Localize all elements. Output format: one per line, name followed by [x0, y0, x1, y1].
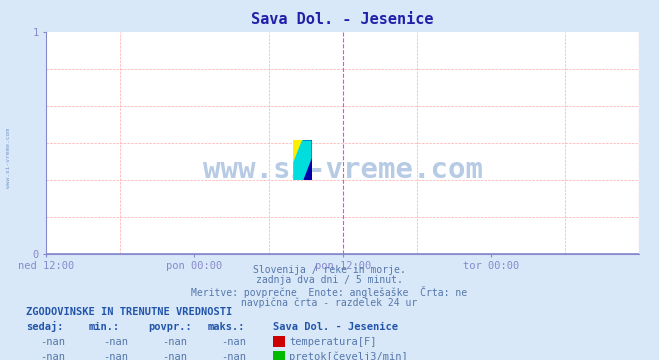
Text: zadnja dva dni / 5 minut.: zadnja dva dni / 5 minut.	[256, 275, 403, 285]
Polygon shape	[293, 140, 312, 180]
Polygon shape	[293, 168, 312, 180]
Text: pretok[čevelj3/min]: pretok[čevelj3/min]	[289, 352, 408, 360]
Text: Sava Dol. - Jesenice: Sava Dol. - Jesenice	[273, 322, 399, 332]
Text: -nan: -nan	[162, 352, 187, 360]
Text: -nan: -nan	[221, 337, 246, 347]
Text: min.:: min.:	[89, 322, 120, 332]
Text: -nan: -nan	[40, 352, 65, 360]
Text: ZGODOVINSKE IN TRENUTNE VREDNOSTI: ZGODOVINSKE IN TRENUTNE VREDNOSTI	[26, 307, 233, 317]
Text: -nan: -nan	[103, 352, 128, 360]
Text: maks.:: maks.:	[208, 322, 245, 332]
Text: -nan: -nan	[221, 352, 246, 360]
Polygon shape	[293, 140, 312, 180]
Text: Slovenija / reke in morje.: Slovenija / reke in morje.	[253, 265, 406, 275]
Text: -nan: -nan	[162, 337, 187, 347]
Text: Meritve: povprečne  Enote: anglešaške  Črta: ne: Meritve: povprečne Enote: anglešaške Črt…	[191, 286, 468, 298]
Text: -nan: -nan	[103, 337, 128, 347]
Polygon shape	[303, 140, 312, 180]
Title: Sava Dol. - Jesenice: Sava Dol. - Jesenice	[252, 12, 434, 27]
Text: -nan: -nan	[40, 337, 65, 347]
Text: www.si-vreme.com: www.si-vreme.com	[203, 156, 482, 184]
Text: navpična črta - razdelek 24 ur: navpična črta - razdelek 24 ur	[241, 297, 418, 307]
Text: temperatura[F]: temperatura[F]	[289, 337, 377, 347]
Text: sedaj:: sedaj:	[26, 321, 64, 332]
Text: povpr.:: povpr.:	[148, 322, 192, 332]
Polygon shape	[293, 140, 302, 162]
Text: www.si-vreme.com: www.si-vreme.com	[6, 129, 11, 188]
